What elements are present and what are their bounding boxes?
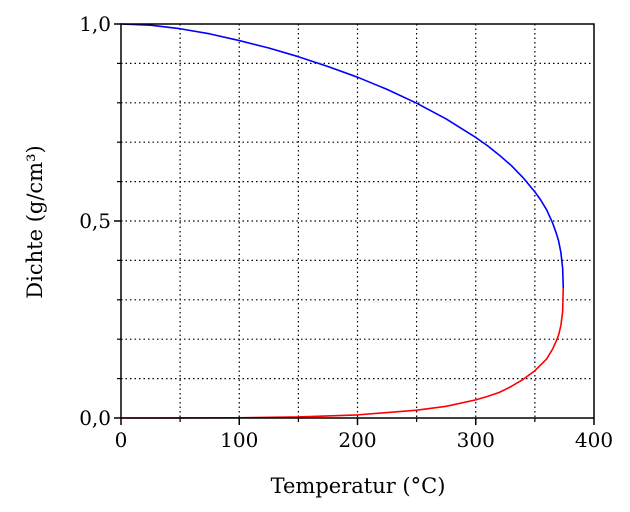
x-axis-title: Temperatur (°C) bbox=[271, 474, 446, 498]
y-tick-label: 0,5 bbox=[79, 209, 111, 233]
tick-labels: 0 100 200 300 400 0,0 0,5 1,0 bbox=[79, 12, 613, 452]
y-axis-title: Dichte (g/cm³) bbox=[23, 145, 47, 298]
series-layer bbox=[120, 23, 565, 419]
x-tick-label: 300 bbox=[457, 428, 495, 452]
series-line-1 bbox=[120, 23, 565, 289]
x-tick-label: 200 bbox=[338, 428, 376, 452]
x-tick-label: 0 bbox=[115, 428, 128, 452]
series-line-2 bbox=[120, 287, 565, 419]
y-tick-label: 1,0 bbox=[79, 12, 111, 36]
x-tick-label: 400 bbox=[575, 428, 613, 452]
axes bbox=[114, 23, 595, 425]
y-tick-label: 0,0 bbox=[79, 406, 111, 430]
x-tick-label: 100 bbox=[220, 428, 258, 452]
grid bbox=[121, 24, 594, 418]
